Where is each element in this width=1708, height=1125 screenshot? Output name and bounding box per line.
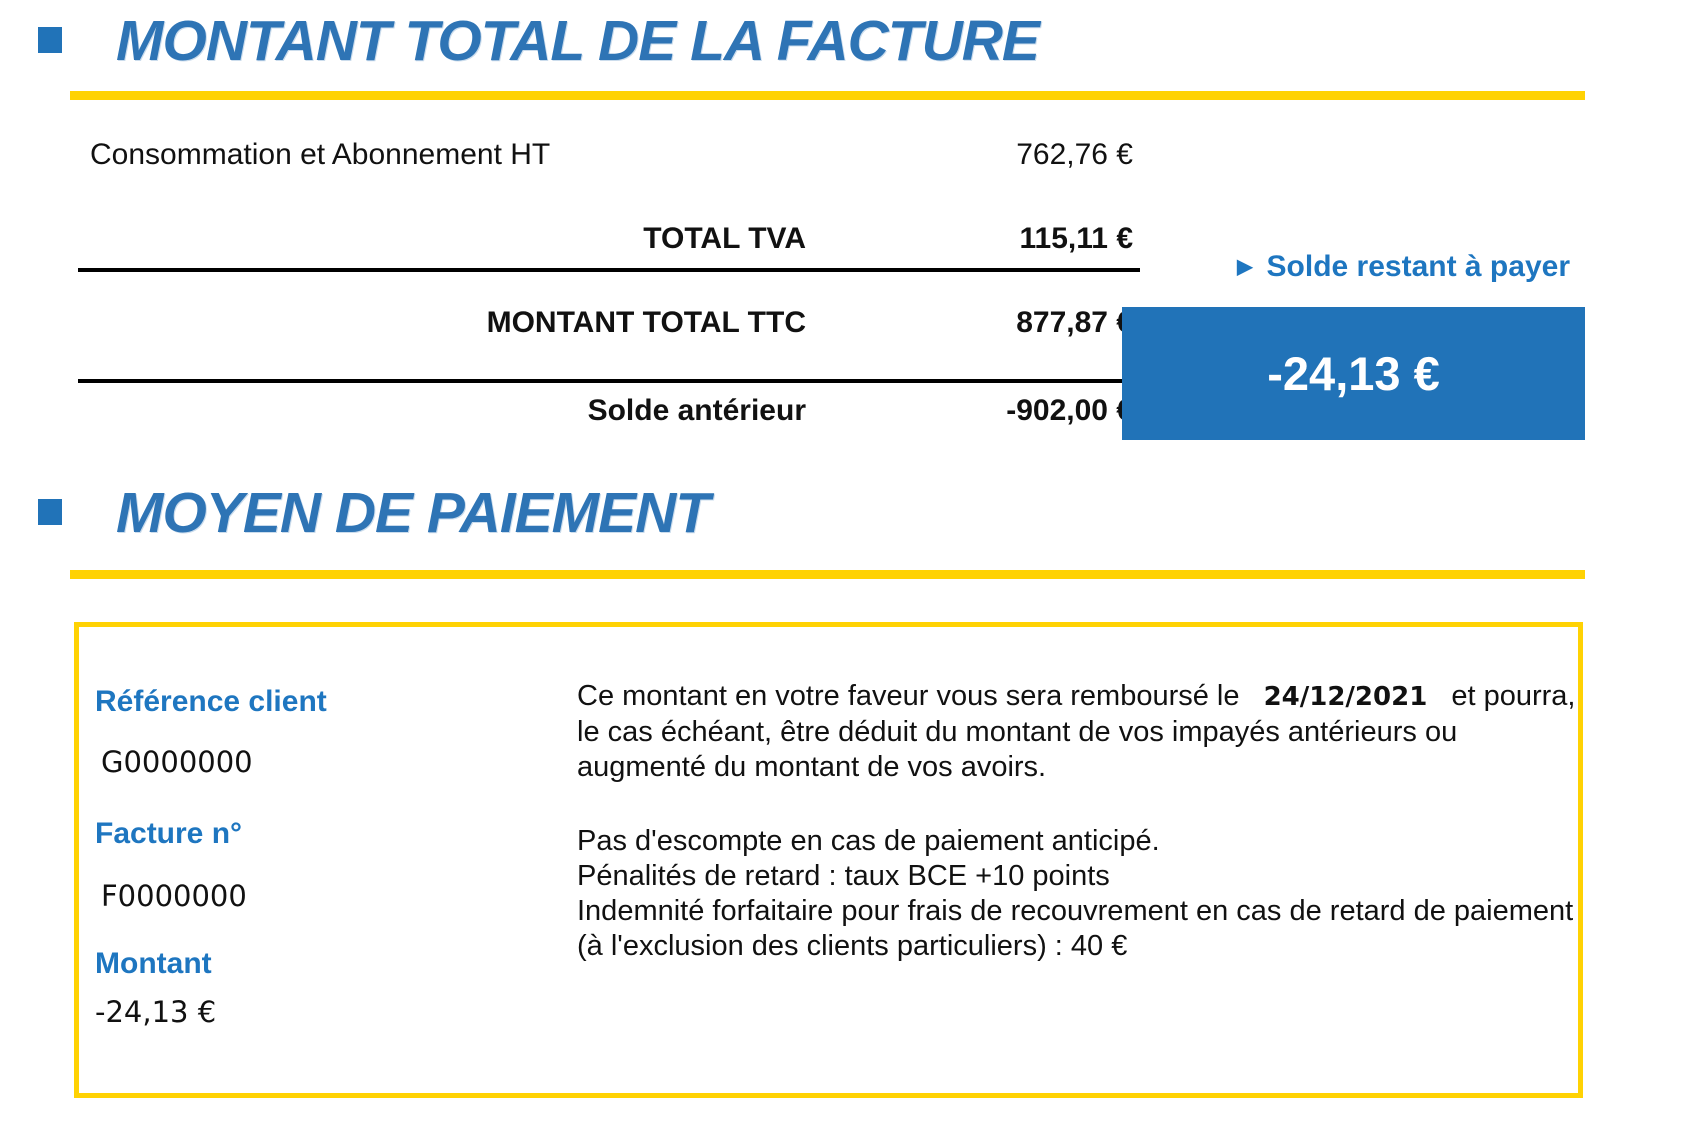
field-label-montant: Montant <box>95 947 212 980</box>
yellow-rule-top <box>70 91 1585 100</box>
terms-paragraph: Pas d'escompte en cas de paiement antici… <box>577 824 1589 964</box>
row-label-total-tva: TOTAL TVA <box>643 222 806 255</box>
field-label-reference-client: Référence client <box>95 685 327 718</box>
table-divider-line <box>78 379 1140 383</box>
balance-caption: ▶ Solde restant à payer <box>1237 250 1570 284</box>
refund-text-before: Ce montant en votre faveur vous sera rem… <box>577 680 1240 712</box>
terms-line-indemnite: Indemnité forfaitaire pour frais de reco… <box>577 895 1574 962</box>
balance-amount-box: -24,13 € <box>1122 307 1585 440</box>
section-title-invoice-total: MONTANT TOTAL DE LA FACTURE <box>116 9 1040 73</box>
section-title-payment: MOYEN DE PAIEMENT <box>116 481 710 545</box>
yellow-rule-payment <box>70 570 1585 579</box>
row-value-solde-anterieur: -902,00 € <box>1006 394 1133 427</box>
section-bullet-icon <box>38 499 62 525</box>
field-value-facture-n: F0000000 <box>101 879 247 913</box>
table-divider-line <box>78 268 1140 272</box>
field-label-facture-n: Facture n° <box>95 817 243 850</box>
row-label-montant-ttc: MONTANT TOTAL TTC <box>486 306 806 339</box>
field-value-reference-client: G0000000 <box>101 745 253 779</box>
field-value-montant: -24,13 € <box>95 995 217 1029</box>
refund-text-after: et pourra, le cas échéant, être déduit d… <box>577 680 1576 783</box>
triangle-right-icon: ▶ <box>1237 256 1253 278</box>
terms-line-escompte: Pas d'escompte en cas de paiement antici… <box>577 825 1160 857</box>
refund-paragraph: Ce montant en votre faveur vous sera rem… <box>577 679 1589 785</box>
row-label-solde-anterieur: Solde antérieur <box>587 394 806 427</box>
section-bullet-icon <box>38 27 62 53</box>
refund-date: 24/12/2021 <box>1263 682 1428 712</box>
terms-line-penalites: Pénalités de retard : taux BCE +10 point… <box>577 860 1110 892</box>
row-value-total-tva: 115,11 € <box>1019 222 1133 255</box>
row-label-consommation: Consommation et Abonnement HT <box>90 138 551 171</box>
row-value-consommation: 762,76 € <box>1016 138 1133 171</box>
balance-amount: -24,13 € <box>1267 347 1440 400</box>
row-value-montant-ttc: 877,87 € <box>1016 306 1133 339</box>
balance-caption-label: Solde restant à payer <box>1266 250 1570 283</box>
payment-details-box: Référence client G0000000 Facture n° F00… <box>74 622 1583 1098</box>
